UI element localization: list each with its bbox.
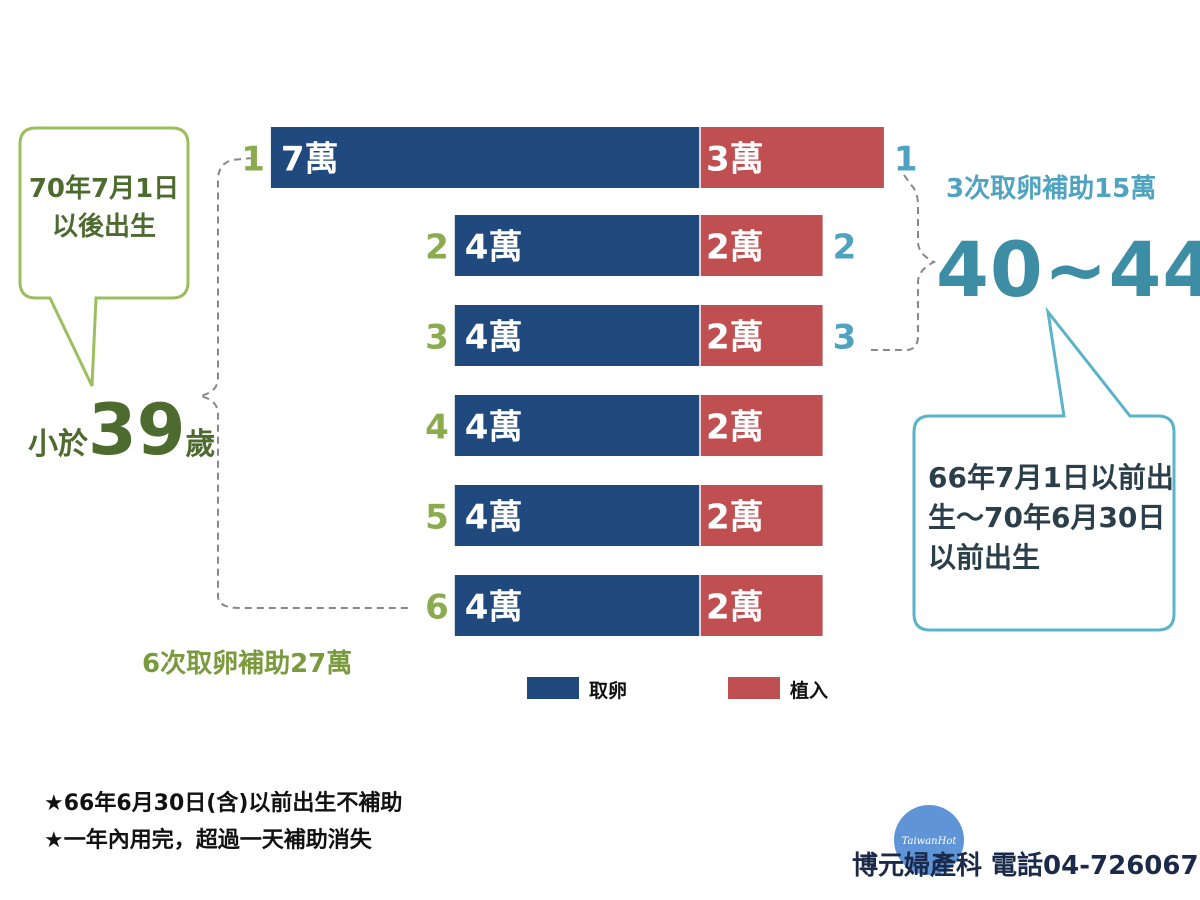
row-number-right-3: 3	[833, 318, 857, 358]
bar-取卵-2	[454, 215, 700, 276]
bar-植入-2	[700, 215, 823, 276]
note-2: ★一年內用完，超過一天補助消失	[44, 828, 372, 853]
row-number-left-6: 6	[425, 588, 449, 628]
legend-swatch-取卵	[527, 677, 579, 699]
left-speech-bubble	[18, 126, 190, 387]
row-number-right-1: 1	[894, 140, 918, 180]
left-caption: 6次取卵補助27萬	[142, 649, 353, 679]
right-bubble-line2: 生～70年6月30日	[928, 501, 1166, 534]
right-bracket	[868, 174, 937, 351]
bar-取卵-4	[454, 395, 700, 456]
left-bracket	[199, 157, 412, 609]
right-age-label: 40~44歲	[936, 225, 1200, 315]
left-bubble-line2: 以後出生	[51, 212, 156, 242]
row-number-left-4: 4	[425, 408, 449, 448]
bar-label-取卵-2: 4萬	[465, 228, 523, 268]
bar-取卵-3	[454, 305, 700, 366]
row-number-left-5: 5	[425, 498, 449, 538]
bar-label-植入-5: 2萬	[706, 498, 764, 538]
right-bubble-line3: 以前出生	[928, 541, 1041, 574]
footer-contact: 博元婦產科 電話04-7260678	[852, 851, 1200, 881]
bar-label-植入-3: 2萬	[706, 318, 764, 358]
bar-label-取卵-4: 4萬	[465, 408, 523, 448]
right-caption: 3次取卵補助15萬	[946, 174, 1157, 204]
left-bubble-text: 70年7月1日 以後出生	[20, 170, 188, 246]
bar-取卵-6	[454, 575, 700, 636]
bar-label-植入-6: 2萬	[706, 588, 764, 628]
row-number-left-2: 2	[425, 228, 449, 268]
watermark-text: TaiwanHot	[901, 836, 957, 847]
bar-取卵-5	[454, 485, 700, 546]
legend-label-取卵: 取卵	[589, 680, 628, 702]
bar-label-取卵-1: 7萬	[281, 140, 339, 180]
watermark-logo	[894, 805, 964, 875]
bar-label-取卵-3: 4萬	[465, 318, 523, 358]
right-speech-bubble	[912, 306, 1176, 632]
bar-label-取卵-6: 4萬	[465, 588, 523, 628]
bar-label-植入-2: 2萬	[706, 228, 764, 268]
row-number-right-2: 2	[833, 228, 857, 268]
left-bubble-line1: 70年7月1日	[28, 174, 180, 204]
right-bubble-line1: 66年7月1日以前出	[928, 461, 1174, 494]
right-bubble-text: 66年7月1日以前出 生～70年6月30日 以前出生	[920, 458, 1178, 578]
bar-植入-4	[700, 395, 823, 456]
row-number-left-3: 3	[425, 318, 449, 358]
bar-label-植入-4: 2萬	[706, 408, 764, 448]
left-age-suffix: 歲	[185, 427, 216, 462]
bar-label-取卵-5: 4萬	[465, 498, 523, 538]
note-1: ★66年6月30日(含)以前出生不補助	[44, 791, 403, 816]
bar-植入-5	[700, 485, 823, 546]
right-age-number: 40~44	[936, 225, 1200, 314]
bars-layer: 7萬 3萬 1 4萬 2萬 2 4萬 2萬 3 4萬 2萬 4 4萬 2萬 5 4萬 2萬 6 1 2 3	[241, 127, 918, 636]
bar-植入-1	[700, 127, 884, 188]
legend-swatch-植入	[728, 677, 780, 699]
bar-植入-6	[700, 575, 823, 636]
bar-label-植入-1: 3萬	[706, 140, 764, 180]
left-age-prefix: 小於	[28, 427, 88, 462]
bar-植入-3	[700, 305, 823, 366]
bar-取卵-1	[270, 127, 700, 188]
legend-label-植入: 植入	[790, 680, 829, 702]
left-age-number: 39	[88, 389, 186, 471]
left-age-label: 小於39歲	[28, 395, 215, 465]
row-number-left-1: 1	[241, 140, 265, 180]
